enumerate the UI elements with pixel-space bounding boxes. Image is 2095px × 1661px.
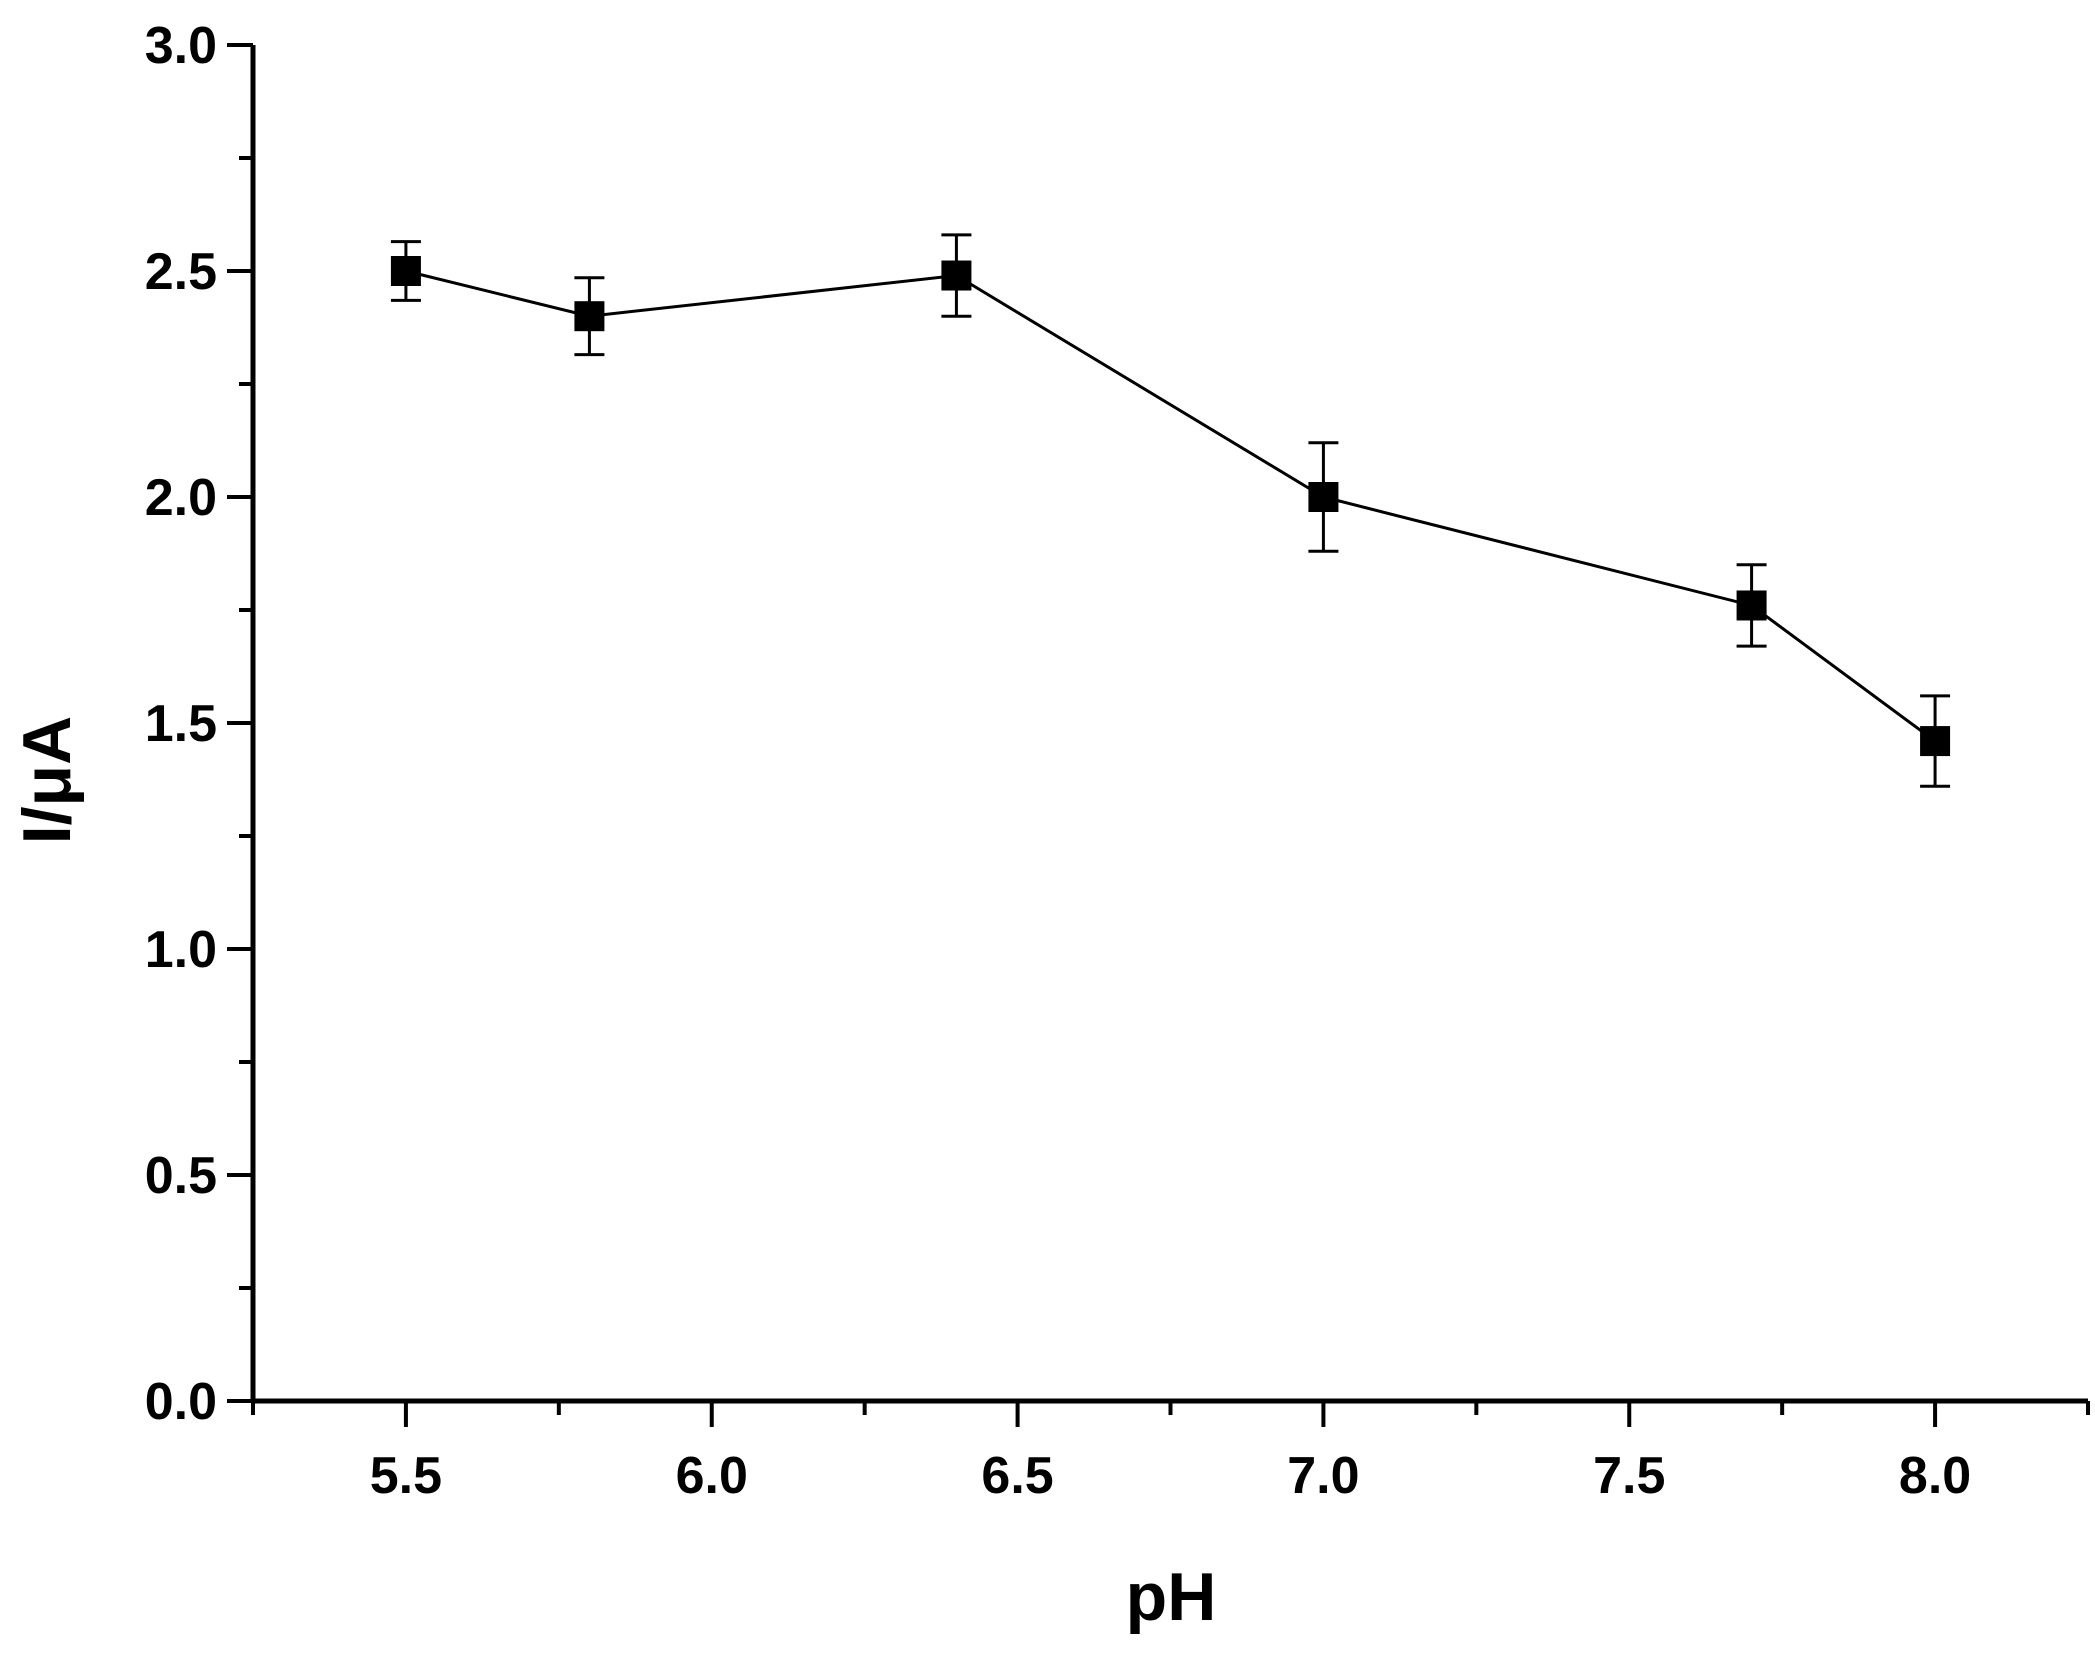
plot-area: 5.5 6.0 6.5 7.0 7.5 8.0 0.0 0.5 1.0 1.5 2.0 2.5 3.0 bbox=[145, 17, 2090, 1505]
y-tick-label: 0.0 bbox=[145, 1373, 217, 1431]
x-tick-label: 8.0 bbox=[1899, 1447, 1971, 1505]
x-axis-title: pH bbox=[1126, 1559, 1217, 1635]
x-tick-label: 6.0 bbox=[676, 1447, 748, 1505]
x-axis-ticks: 5.5 6.0 6.5 7.0 7.5 8.0 bbox=[251, 1401, 2090, 1505]
data-point bbox=[390, 256, 421, 286]
data-series bbox=[390, 233, 1951, 788]
data-point bbox=[1736, 590, 1767, 621]
y-tick-label: 2.0 bbox=[145, 469, 217, 527]
y-tick-label: 0.5 bbox=[145, 1147, 217, 1205]
x-tick-label: 6.5 bbox=[981, 1447, 1053, 1505]
data-point bbox=[941, 260, 972, 291]
y-tick-label: 2.5 bbox=[145, 243, 217, 301]
x-tick-label: 7.5 bbox=[1593, 1447, 1665, 1505]
x-tick-label: 7.0 bbox=[1287, 1447, 1359, 1505]
y-tick-label: 3.0 bbox=[145, 17, 217, 75]
y-axis-title: I/μA bbox=[9, 716, 85, 845]
series-line bbox=[405, 269, 1936, 743]
y-tick-label: 1.5 bbox=[145, 695, 217, 753]
x-tick-label: 5.5 bbox=[370, 1447, 442, 1505]
y-tick-label: 1.0 bbox=[145, 921, 217, 979]
y-axis-ticks: 0.0 0.5 1.0 1.5 2.0 2.5 3.0 bbox=[145, 17, 253, 1431]
data-point bbox=[1308, 482, 1339, 512]
data-point bbox=[1920, 726, 1951, 757]
data-point bbox=[574, 301, 605, 332]
axes bbox=[250, 45, 2088, 1404]
